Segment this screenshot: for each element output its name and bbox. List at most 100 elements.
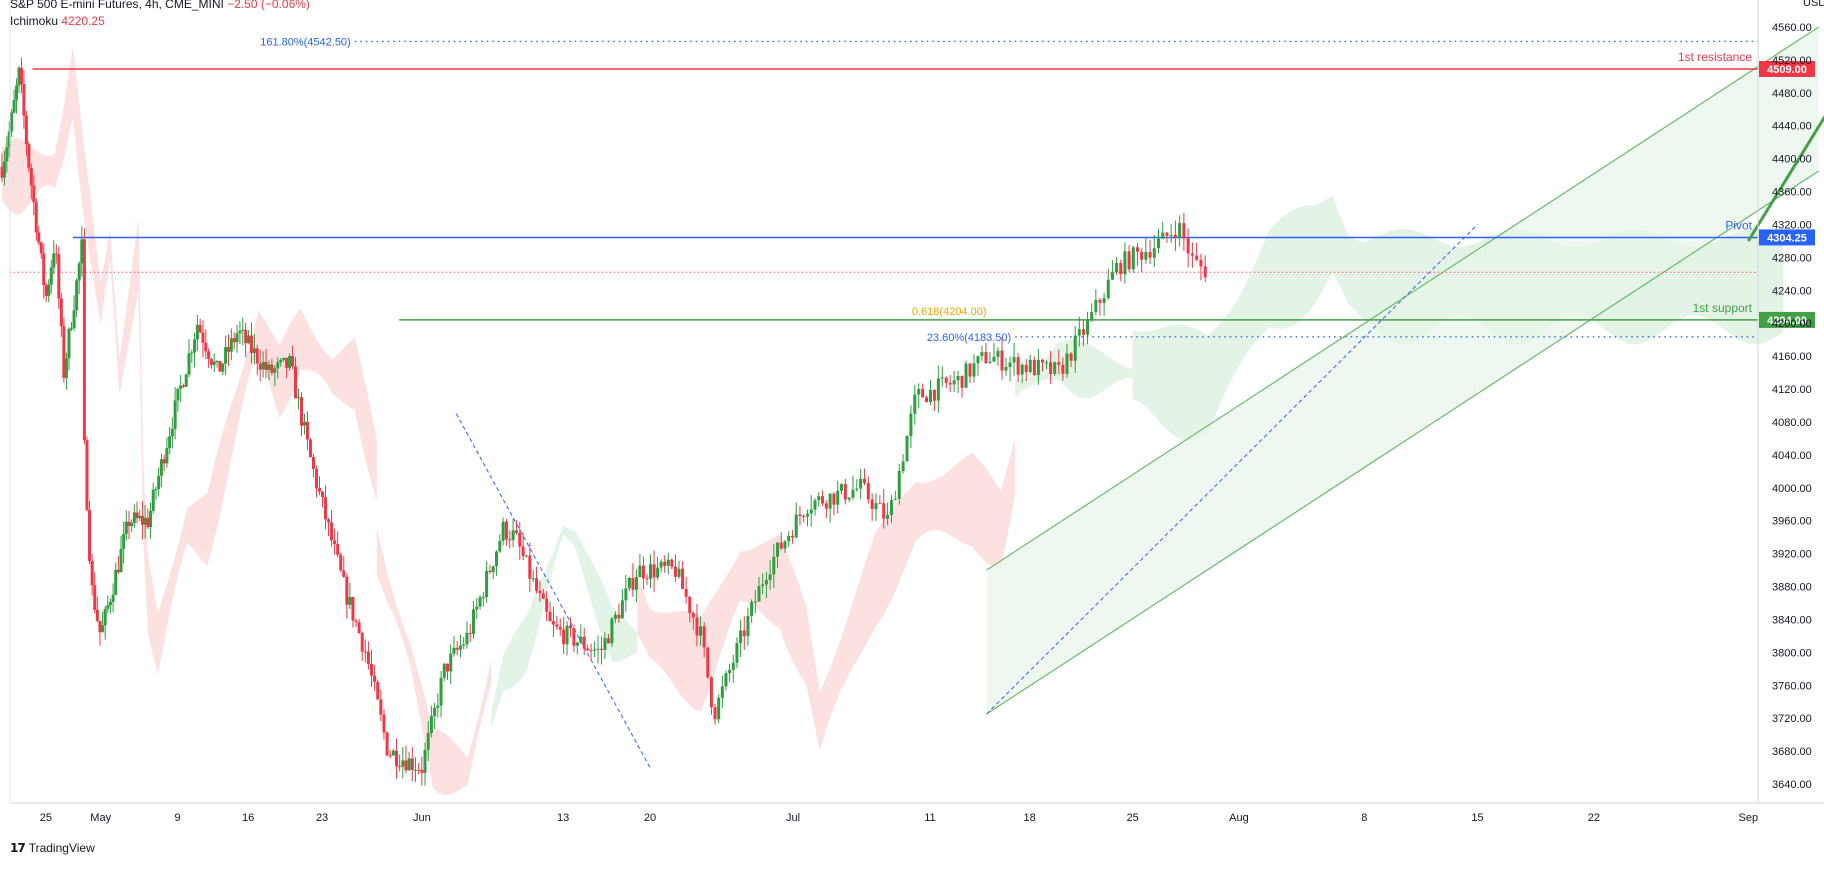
candle-body	[932, 389, 936, 401]
candle-body	[944, 377, 948, 383]
candle-body	[1156, 238, 1160, 249]
candle-body	[1199, 259, 1203, 267]
tradingview-logo[interactable]: 17 TradingView	[10, 841, 95, 855]
candle-body	[593, 649, 597, 651]
candle-body	[10, 112, 14, 132]
candle-body	[488, 570, 492, 573]
candle-body	[93, 585, 97, 610]
candle-body	[649, 564, 653, 579]
candle-body	[187, 353, 191, 375]
candle-body	[62, 326, 66, 378]
candle-body	[149, 510, 153, 528]
candle-body	[634, 577, 638, 590]
cloud-bearish-2	[376, 527, 492, 796]
candle-body	[855, 488, 859, 490]
candle-body	[39, 242, 43, 254]
candle-body	[57, 254, 61, 299]
candle-body	[342, 570, 346, 577]
x-tick-label: 25	[40, 812, 52, 824]
candle-body	[7, 131, 11, 148]
x-tick-label: Jun	[413, 812, 431, 824]
candle-body	[34, 202, 38, 233]
candle-body	[302, 421, 306, 426]
resistance-value: 4509.00	[1767, 64, 1807, 76]
indicator-value: 4220.25	[61, 14, 105, 28]
candle-body	[135, 512, 139, 519]
candle-body	[897, 471, 901, 499]
candle-body	[98, 620, 102, 633]
candle-body	[596, 648, 600, 650]
candle-body	[724, 673, 728, 687]
candle-body	[677, 568, 681, 577]
candle-body	[1053, 362, 1057, 374]
cloud-bullish-2	[1015, 339, 1133, 399]
candle-body	[575, 642, 579, 646]
candle-body	[840, 484, 844, 491]
candle-body	[878, 503, 882, 505]
candle-body	[449, 653, 453, 672]
candle-body	[255, 348, 259, 364]
candle-body	[508, 539, 512, 541]
candle-body	[940, 377, 944, 379]
candle-body	[568, 625, 572, 629]
y-tick-label: 3880.00	[1772, 582, 1812, 594]
candle-body	[311, 457, 315, 469]
candle-body	[972, 363, 976, 377]
candle-body	[458, 645, 462, 650]
candle-body	[870, 499, 874, 510]
candle-body	[64, 358, 68, 378]
candle-body	[1016, 357, 1020, 375]
x-tick-label: May	[90, 812, 111, 824]
candle-body	[29, 167, 33, 186]
candle-body	[936, 378, 940, 401]
candle-body	[224, 347, 228, 364]
fib-0618-label: 0.618(4204.00)	[912, 306, 987, 318]
y-tick-label: 4480.00	[1772, 88, 1812, 100]
candle-body	[548, 611, 552, 622]
indicator-header[interactable]: Ichimoku 4220.25	[10, 14, 105, 28]
candle-body	[101, 625, 105, 633]
candle-body	[247, 335, 251, 344]
candle-body	[699, 626, 703, 636]
candle-body	[179, 385, 183, 389]
candle-body	[813, 500, 817, 510]
candle-body	[0, 166, 4, 178]
candle-body	[165, 448, 169, 464]
candle-body	[54, 253, 58, 255]
candle-body	[157, 475, 161, 489]
candle-body	[1148, 252, 1152, 258]
candle-body	[1032, 359, 1036, 376]
candle-body	[783, 541, 787, 549]
candle-body	[558, 626, 562, 630]
candle-body	[960, 375, 964, 388]
candle-body	[249, 335, 253, 353]
candle-body	[241, 329, 245, 331]
candle-body	[103, 608, 107, 626]
y-tick-label: 4280.00	[1772, 252, 1812, 264]
axes: 3640.00 3680.00 3720.00 3760.00 3800.00 3840.…	[9, 0, 1824, 824]
candle-body	[168, 436, 172, 449]
candle-body	[173, 400, 177, 430]
candle-body	[925, 397, 929, 403]
candle-body	[44, 285, 48, 296]
candle-body	[276, 362, 280, 369]
candle-body	[423, 749, 427, 773]
candle-body	[874, 503, 878, 510]
candle-body	[886, 514, 890, 519]
candle-body	[794, 514, 798, 538]
candle-body	[465, 632, 469, 645]
candle-body	[882, 503, 886, 519]
candle-body	[204, 342, 208, 352]
candle-body	[980, 352, 984, 357]
pivot-name-label: Pivot	[1725, 218, 1752, 232]
candle-body	[735, 643, 739, 663]
candle-body	[127, 521, 131, 527]
candle-body	[190, 352, 194, 354]
candle-body	[70, 328, 74, 330]
candle-body	[717, 697, 721, 720]
candle-body	[824, 503, 828, 509]
candle-body	[67, 328, 71, 359]
candle-body	[984, 352, 988, 363]
candle-body	[417, 769, 421, 771]
candle-body	[15, 85, 19, 100]
